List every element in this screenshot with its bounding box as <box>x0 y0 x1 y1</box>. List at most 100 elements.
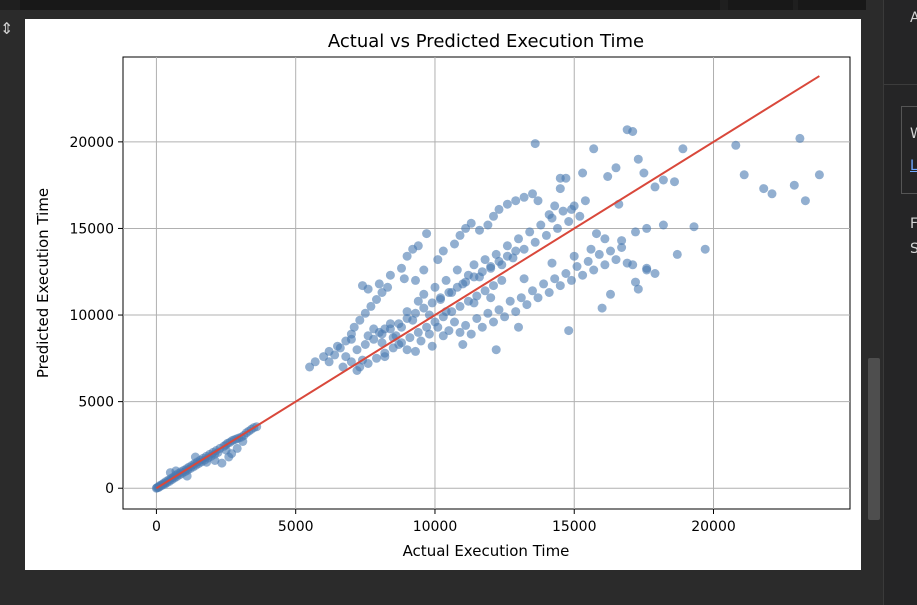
scatter-point <box>366 301 376 311</box>
scatter-point <box>324 357 334 367</box>
scatter-point <box>594 249 604 259</box>
scatter-point <box>502 251 512 261</box>
scatter-point <box>631 277 640 287</box>
y-tick-label: 5000 <box>78 395 114 411</box>
scatter-point <box>346 329 356 339</box>
scatter-point <box>411 308 420 318</box>
scatter-point <box>190 452 200 462</box>
scatter-point <box>388 343 398 353</box>
x-ticks: 0 5000 10000 15000 20000 <box>152 509 736 535</box>
scatter-point <box>530 237 540 247</box>
chart-title: Actual vs Predicted Execution Time <box>328 31 644 52</box>
scatter-point <box>511 307 521 317</box>
scatter-point <box>592 229 601 239</box>
scatter-point <box>466 329 476 339</box>
top-strip-tab <box>20 0 720 10</box>
scatter-point <box>427 298 437 308</box>
scatter-point <box>489 211 498 221</box>
scatter-point <box>422 322 432 332</box>
scatter-point <box>628 260 638 270</box>
scatter-point <box>569 251 579 261</box>
scatter-point <box>789 180 799 190</box>
scatter-point <box>642 263 652 273</box>
scatter-point <box>514 234 523 244</box>
scatter-point <box>363 284 373 294</box>
scatter-point <box>383 282 393 292</box>
scatter-point <box>611 163 621 173</box>
scatter-point <box>427 341 437 351</box>
scatter-point <box>541 230 551 240</box>
scatter-point <box>670 177 679 187</box>
scatter-point <box>533 293 543 303</box>
scatter-point <box>377 338 387 348</box>
scatter-point <box>458 340 468 349</box>
scatter-point <box>561 269 571 278</box>
scatter-point <box>700 244 710 254</box>
scatter-point <box>491 249 501 259</box>
top-strip-tab <box>798 0 866 10</box>
x-tick-label: 20000 <box>691 519 736 535</box>
scatter-point <box>411 275 420 285</box>
scatter-point <box>564 217 574 226</box>
expand-collapse-icon[interactable]: ⇕ <box>0 19 14 38</box>
x-tick-label: 15000 <box>552 519 597 535</box>
scatter-point <box>380 348 390 358</box>
top-strip-tab <box>728 0 793 10</box>
right-panel-link[interactable]: L <box>910 158 917 174</box>
right-panel-text: F <box>910 216 917 232</box>
scatter-point <box>555 184 565 194</box>
scatter-point <box>564 326 574 336</box>
scatter-point <box>650 269 660 278</box>
scatter-point <box>650 182 660 192</box>
scatter-point <box>424 329 434 339</box>
info-box <box>901 106 917 194</box>
scatter-point <box>631 227 640 237</box>
scatter-point <box>494 204 504 214</box>
scatter-point <box>397 338 406 348</box>
scatter-point <box>402 345 412 355</box>
scatter-point <box>349 322 359 332</box>
scatter-point <box>202 457 212 467</box>
scatter-point <box>530 139 540 149</box>
scatter-point <box>419 303 429 313</box>
scatter-point <box>461 320 471 330</box>
scatter-point <box>553 223 562 233</box>
scatter-point <box>511 246 521 256</box>
scatter-point <box>628 127 638 136</box>
scatter-point <box>814 170 824 180</box>
scatter-point <box>800 196 810 206</box>
scatter-point <box>528 189 537 199</box>
scatter-point <box>519 244 529 254</box>
scatter-point <box>360 308 370 318</box>
scatter-point <box>544 210 554 220</box>
scatter-point <box>433 255 443 265</box>
scatter-point <box>475 225 484 235</box>
scatter-point <box>580 196 590 206</box>
scatter-point <box>586 244 596 254</box>
x-tick-label: 5000 <box>278 519 314 535</box>
scatter-point <box>444 288 454 297</box>
scatter-point <box>335 343 345 353</box>
scatter-point <box>402 307 412 317</box>
scatter-point <box>606 289 615 299</box>
scatter-point <box>519 192 529 202</box>
scatter-point <box>438 312 448 322</box>
scatter-point <box>550 274 560 284</box>
scatter-point <box>224 452 234 462</box>
scatter-point <box>639 168 649 178</box>
scatter-point <box>355 315 365 325</box>
scatter-point <box>444 326 454 336</box>
scatter-point <box>658 175 668 185</box>
scatter-point <box>486 293 496 303</box>
scatter-point <box>617 236 627 246</box>
scatter-point <box>600 260 610 270</box>
scatter-point <box>346 357 356 367</box>
top-strip <box>0 0 870 10</box>
scrollbar-thumb[interactable] <box>868 358 880 520</box>
reference-line <box>155 75 820 490</box>
scatter-point <box>642 223 652 233</box>
y-tick-label: 20000 <box>69 135 114 151</box>
scatter-point <box>497 275 507 285</box>
scatter-point <box>413 296 423 306</box>
scatter-point <box>483 308 493 318</box>
